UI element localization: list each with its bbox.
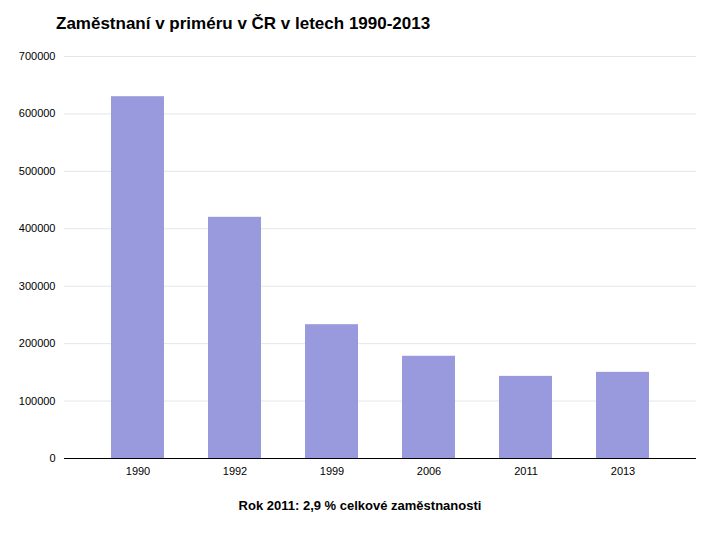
svg-text:200000: 200000 — [19, 337, 56, 349]
svg-text:1992: 1992 — [223, 465, 247, 477]
svg-text:400000: 400000 — [19, 222, 56, 234]
svg-text:100000: 100000 — [19, 395, 56, 407]
svg-text:700000: 700000 — [19, 50, 56, 62]
svg-text:0: 0 — [49, 452, 55, 464]
html-text:Rok 2011: 2,9 % celkové zaměst: Rok 2011: 2,9 % celkové zaměstnanosti — [238, 498, 482, 513]
svg-text:1999: 1999 — [320, 465, 344, 477]
svg-text:2013: 2013 — [611, 465, 635, 477]
svg-text:1990: 1990 — [126, 465, 150, 477]
svg-text:2011: 2011 — [514, 465, 538, 477]
svg-text:300000: 300000 — [19, 280, 56, 292]
svg-text:2006: 2006 — [417, 465, 441, 477]
html-text:Zaměstnaní v priméru v ČR v le: Zaměstnaní v priméru v ČR v letech 1990-… — [56, 14, 431, 33]
svg-text:500000: 500000 — [19, 165, 56, 177]
svg-text:600000: 600000 — [19, 107, 56, 119]
